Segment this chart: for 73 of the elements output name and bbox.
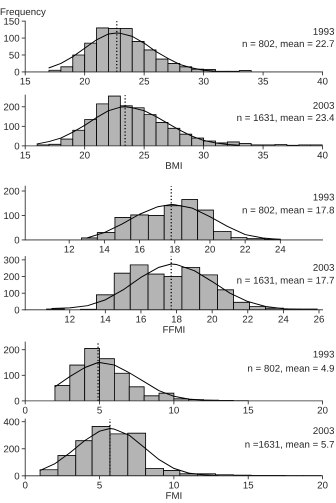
x-tick-label: 14 <box>100 246 110 253</box>
annotation: 1993 <box>314 350 334 358</box>
x-tick-label: 0 <box>22 406 28 414</box>
y-axis-title: Frequency <box>0 8 46 18</box>
x-tick-label: 24 <box>275 246 286 253</box>
y-tick-label: 200 <box>4 273 20 280</box>
y-tick-label: 0 <box>14 142 20 150</box>
x-tick-label: 0 <box>22 482 28 489</box>
y-tick-label: 0 <box>14 236 20 244</box>
x-tick-label: 20 <box>318 406 328 414</box>
y-tick-label: 100 <box>4 290 20 297</box>
x-tick-label: 35 <box>258 78 268 85</box>
x-tick-label: 5 <box>97 406 102 414</box>
x-tick-label: 40 <box>317 152 328 159</box>
x-tick-label: 20 <box>80 152 90 159</box>
x-tick-label: 10 <box>169 406 179 414</box>
x-tick-label: 18 <box>172 316 182 323</box>
annotation: n =1631, mean = 5.7 <box>245 440 334 449</box>
y-tick-label: 200 <box>4 104 20 110</box>
x-tick-label: 20 <box>80 78 90 85</box>
x-tick-label: 20 <box>207 316 218 323</box>
annotation: 2003 <box>313 427 334 434</box>
y-tick-label: 200 <box>4 446 20 452</box>
annotation: 1993 <box>314 194 334 201</box>
y-tick-label: 200 <box>4 346 20 354</box>
y-tick-label: 0 <box>14 306 20 314</box>
annotation: n = 1631, mean = 17.7 <box>237 276 334 285</box>
annotation: 2003 <box>313 102 334 109</box>
x-tick-label: 12 <box>65 316 75 322</box>
y-tick-label: 100 <box>4 372 20 379</box>
x-tick-label: 30 <box>198 78 209 85</box>
x-tick-label: 22 <box>240 246 250 253</box>
y-tick-label: 150 <box>4 18 20 25</box>
x-tick-label: 16 <box>136 316 146 323</box>
y-tick-label: 0 <box>14 398 20 405</box>
annotation: n = 1631, mean = 23.4 <box>237 114 334 122</box>
y-tick-label: 200 <box>4 188 20 195</box>
x-tick-label: 15 <box>20 78 30 85</box>
x-tick-label: 15 <box>244 482 254 489</box>
x-tick-label: 18 <box>170 246 180 253</box>
x-tick-label: 25 <box>139 78 150 85</box>
y-tick-label: 300 <box>4 256 20 264</box>
x-tick-label: 5 <box>97 482 102 489</box>
x-axis-title: FFMI <box>163 326 184 333</box>
annotation: n = 802, mean = 4.9 <box>248 364 334 373</box>
y-tick-label: 0 <box>14 472 20 480</box>
x-tick-label: 25 <box>139 152 150 159</box>
y-tick-label: 400 <box>4 418 20 426</box>
x-tick-label: 15 <box>20 152 30 159</box>
x-tick-label: 10 <box>169 482 179 489</box>
y-tick-label: 100 <box>4 212 20 220</box>
annotation: 1993 <box>314 28 334 35</box>
x-tick-label: 20 <box>205 246 215 253</box>
x-axis-title: FMI <box>166 492 182 499</box>
x-tick-label: 16 <box>134 246 145 253</box>
x-tick-label: 15 <box>244 406 254 414</box>
annotation: n = 802, mean = 17.8 <box>242 206 334 215</box>
x-tick-label: 12 <box>64 246 74 253</box>
x-tick-label: 30 <box>198 152 209 159</box>
y-tick-label: 0 <box>14 68 20 76</box>
x-tick-label: 14 <box>100 316 110 322</box>
x-tick-label: 26 <box>314 316 324 323</box>
x-tick-label: 20 <box>318 482 328 489</box>
y-tick-label: 50 <box>9 52 20 59</box>
x-tick-label: 22 <box>242 316 253 322</box>
x-tick-label: 35 <box>258 152 268 159</box>
x-tick-label: 40 <box>317 78 328 85</box>
y-tick-label: 100 <box>4 123 20 130</box>
x-axis-title: BMI <box>166 162 182 169</box>
annotation: n = 802, mean = 22.7 <box>242 40 334 48</box>
y-tick-label: 100 <box>4 34 20 42</box>
x-tick-label: 24 <box>278 316 289 322</box>
annotation: 2003 <box>313 264 334 271</box>
